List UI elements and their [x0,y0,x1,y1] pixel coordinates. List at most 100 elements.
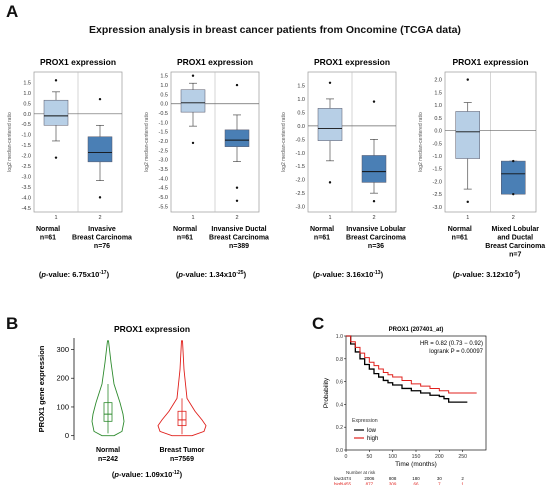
y-tick-label: 0.0 [23,112,31,118]
risk-value: 877 [366,482,374,485]
panel-title: PROX1 expression [452,57,528,67]
y-tick-label: -3.0 [159,158,168,164]
group-name: and Ductal [497,235,533,242]
y-tick-label: 1.5 [297,83,305,89]
outlier-point [372,200,376,203]
y-axis-label: log2 median-centered ratio [418,112,424,172]
y-tick-label: -1.5 [22,143,31,149]
y-tick-label: -2.5 [159,148,168,154]
y-tick-label: 1.5 [23,80,31,86]
group-name: Invasive [88,226,116,233]
y-axis-label: Probability [323,377,330,408]
panel-title: PROX1 expression [314,57,390,67]
group-index: 1 [191,215,194,221]
y-tick-label: 1.0 [434,103,442,109]
y-axis-label: log2 median-centered ratio [7,112,13,172]
legend-label-low: low [367,428,377,434]
panel-letter-c: C [312,314,325,333]
group-n: n=61 [314,235,330,242]
y-tick-label: -4.5 [159,186,168,192]
risk-value: 3474 [341,476,352,481]
risk-row-label: low [334,476,342,481]
group-n: n=61 [40,235,56,242]
group-name: Mixed Lobular [492,226,540,233]
y-tick-label: -3.5 [159,167,168,173]
y-tick-label: -2.0 [433,179,442,185]
y-tick-label: -1.0 [296,151,305,157]
p-value-label: (p-value: 6.75x10-17) [39,270,110,279]
y-axis-label: log2 median-centered ratio [281,112,287,172]
x-tick-label: 100 [388,454,397,460]
panel-title: PROX1 expression [177,57,253,67]
hazard-ratio-text: HR = 0.82 (0.73 − 0.92) [420,341,483,347]
y-tick-label: -3.0 [433,205,442,211]
x-tick-label: 50 [366,454,372,460]
y-tick-label: -3.0 [296,205,305,211]
risk-value: 1 [461,482,464,485]
panel-title: PROX1 expression [114,324,190,334]
x-tick-label: 0 [345,454,348,460]
y-tick-label: 2.0 [434,78,442,84]
outlier-point [54,156,58,159]
y-tick-label: 0.6 [336,380,343,386]
panel-letter-b: B [6,314,19,333]
group-n: n=389 [229,243,249,250]
y-tick-label: 0.0 [297,124,305,130]
group-name: Normal [96,447,120,454]
y-axis-label: PROX1 gene expression [37,345,46,432]
group-index: 2 [372,215,375,221]
outlier-point [466,78,469,81]
p-value-label: (p-value: 1.34x10-25) [176,270,247,279]
violin-plot: PROX1 expression PROX1 gene expression 0 10… [37,324,207,479]
panel-letter-a: A [6,2,19,21]
group-index: 2 [512,215,515,221]
panel-title: PROX1 expression [40,57,116,67]
y-tick-label: 0.0 [336,448,343,454]
y-tick-label: 1.5 [434,90,442,96]
group-n: n=61 [452,235,468,242]
risk-value: 180 [412,476,420,481]
risk-row-label: high [334,482,343,485]
outlier-point [466,200,469,204]
y-tick-label: -1.5 [159,130,168,136]
y-tick-label: -1.0 [22,133,31,139]
y-axis-label: log2 median-centered ratio [144,112,150,172]
y-tick-label: 1.0 [160,83,168,89]
p-value-label: (p-value: 1.09x10-12) [112,470,183,479]
y-tick-label: -4.0 [159,176,168,182]
y-tick-label: 0.0 [160,102,168,108]
group-index: 1 [328,215,331,221]
outlier-point [98,196,102,199]
risk-value: 7 [438,482,441,485]
y-tick-label: 0.8 [336,357,343,363]
y-tick-label: -1.5 [433,167,442,173]
outlier-point [372,100,376,103]
outlier-point [512,159,515,163]
outlier-point [235,199,239,202]
group-name: Breast Carcinoma [485,243,545,250]
group-index: 2 [235,215,238,221]
group-index: 1 [54,215,57,221]
legend-title: Expression [352,418,378,424]
risk-value: 309 [389,482,397,485]
y-tick-label: 0.0 [434,129,442,135]
group-name: Breast Carcinoma [72,235,132,242]
group-name: Breast Carcinoma [346,235,406,242]
main-title: Expression analysis in breast cancer pat… [89,24,461,36]
y-tick-label: 300 [56,345,69,354]
y-tick-label: 0.2 [336,425,343,431]
group-name: Invansive Lobular [346,226,406,233]
outlier-point [512,192,515,196]
box [501,160,526,195]
group-n: n=61 [177,235,193,242]
y-tick-label: -4.0 [22,195,31,201]
box [103,402,113,422]
outlier-point [235,83,239,87]
survival-curve-high [346,335,477,394]
y-tick-label: 100 [56,402,69,411]
risk-value: 2006 [364,476,375,481]
risk-value: 1455 [341,482,352,485]
y-tick-label: 200 [56,374,69,383]
y-tick-label: -2.5 [296,191,305,197]
box [43,99,69,126]
